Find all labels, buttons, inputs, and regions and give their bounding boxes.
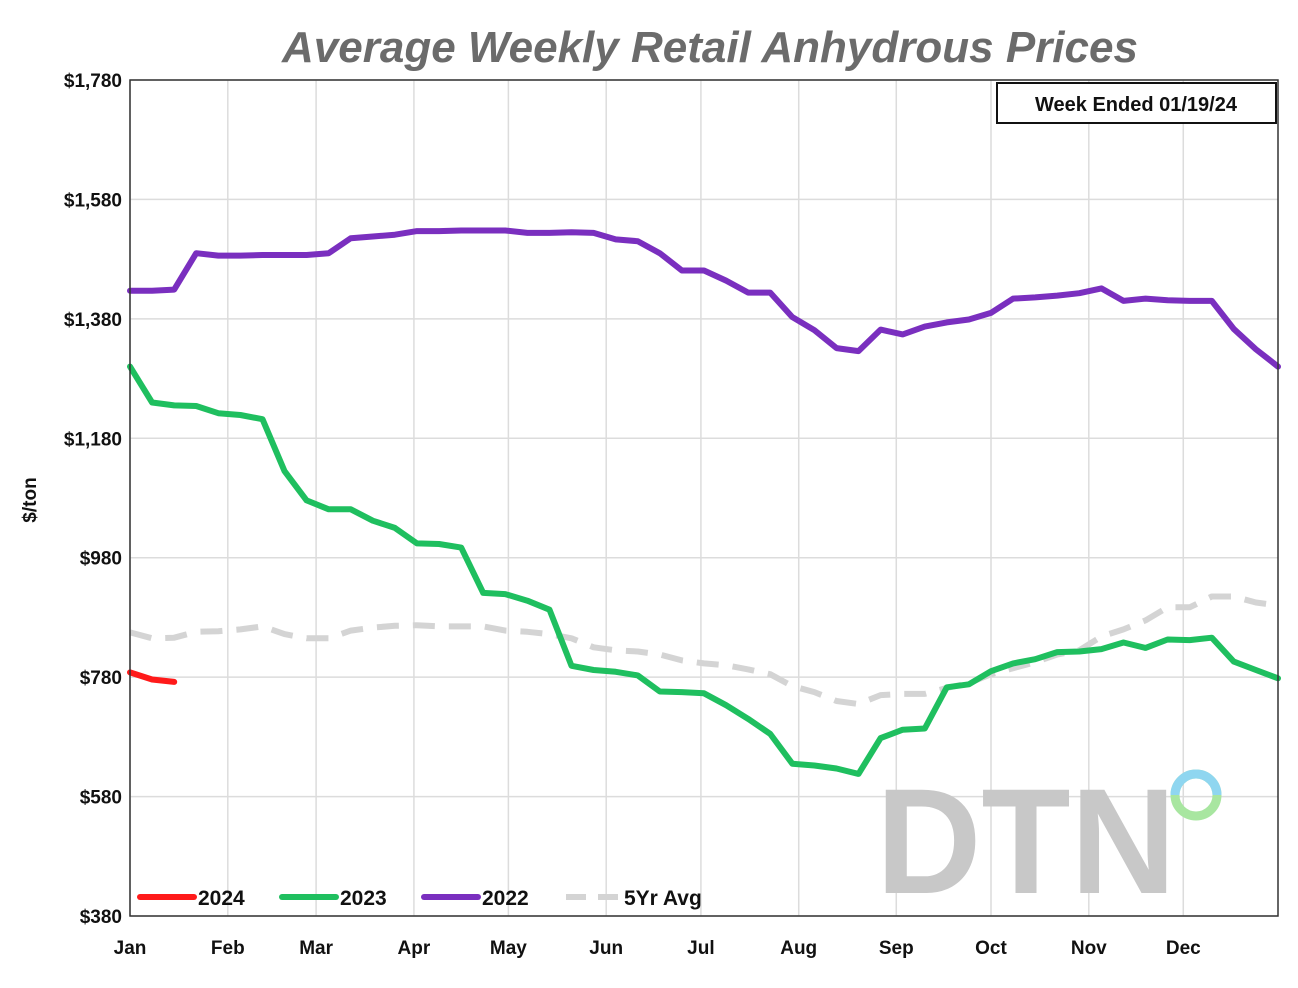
legend: 2024 2023 2022 5Yr Avg [137, 887, 702, 910]
x-tick-label: May [490, 938, 527, 959]
y-tick-label: $980 [80, 549, 122, 570]
week-ended-note: Week Ended 01/19/24 [996, 82, 1277, 124]
x-tick-label: Feb [211, 938, 245, 959]
series-line [129, 593, 1279, 707]
x-tick-label: Oct [975, 938, 1007, 959]
y-tick-label: $1,380 [64, 310, 122, 331]
x-tick-label: Dec [1166, 938, 1201, 959]
series-lines [127, 227, 1281, 777]
x-tick-label: Jan [114, 938, 147, 959]
y-tick-label: $780 [80, 668, 122, 689]
x-tick-label: Mar [299, 938, 333, 959]
x-tick-label: Apr [398, 938, 431, 959]
series-2022 [127, 227, 1281, 370]
y-axis-label: $/ton [20, 477, 41, 522]
y-tick-label: $580 [80, 788, 122, 809]
y-tick-label: $1,780 [64, 71, 122, 92]
y-axis-ticks: $380 $580 $780 $980 $1,180 $1,380 $1,580 $1,780 [64, 71, 122, 928]
legend-label: 5Yr Avg [624, 887, 702, 910]
legend-label: 2023 [340, 887, 387, 910]
dtn-logo-text: DTN [876, 757, 1176, 925]
legend-label: 2024 [198, 887, 245, 910]
series-2023 [127, 363, 1281, 777]
x-tick-label: Jun [589, 938, 623, 959]
legend-label: 2022 [482, 887, 529, 910]
y-tick-label: $380 [80, 907, 122, 928]
grid-lines [129, 79, 1278, 917]
note-box [996, 82, 1277, 124]
x-tick-label: Sep [879, 938, 914, 959]
series-line [127, 669, 178, 685]
series-line [127, 227, 1281, 370]
note-text: Week Ended 01/19/24 [1035, 94, 1238, 116]
dtn-logo-ring-top-icon [1170, 769, 1222, 796]
chart-title: Average Weekly Retail Anhydrous Prices [281, 23, 1138, 72]
series-5yr-avg [129, 593, 1279, 707]
y-tick-label: $1,580 [64, 190, 122, 211]
x-tick-label: Nov [1071, 938, 1107, 959]
plot-frame [129, 79, 1279, 917]
x-axis-ticks: Jan Feb Mar Apr May Jun Jul Aug Sep Oct Nov Dec [114, 938, 1202, 959]
y-tick-label: $1,180 [64, 429, 122, 450]
x-tick-label: Jul [687, 938, 714, 959]
series-line [127, 363, 1281, 777]
x-tick-label: Aug [780, 938, 817, 959]
series-2024 [127, 669, 178, 685]
dtn-logo: DTN [876, 757, 1222, 925]
